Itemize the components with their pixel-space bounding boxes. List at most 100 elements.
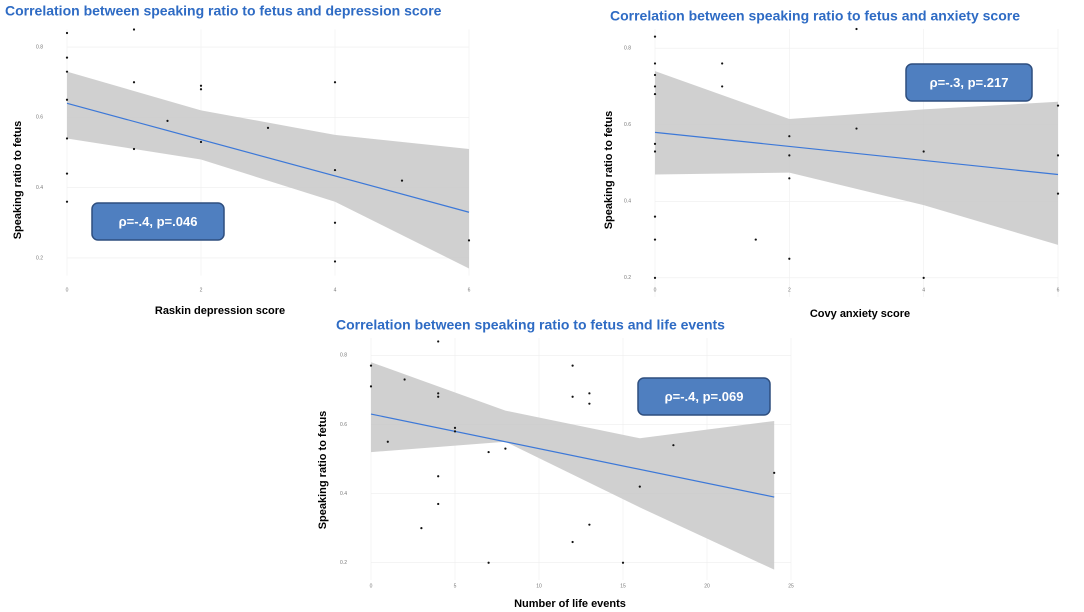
point	[653, 276, 657, 279]
point	[487, 561, 490, 564]
point	[437, 395, 440, 398]
point	[588, 402, 591, 405]
point	[65, 172, 69, 175]
annotation: ρ=-.4, p=.069	[665, 389, 744, 404]
y-tick-label: 0.4	[340, 491, 347, 497]
chart-title: Correlation between speaking ratio to fe…	[336, 317, 725, 333]
y-tick-label: 0.2	[340, 560, 347, 566]
x-tick-label: 2	[788, 287, 791, 293]
x-tick-label: 15	[620, 583, 626, 589]
point	[788, 135, 791, 138]
scatter-plot: 0.2 0.4 0.6 0.8 0 2 4 6 Correlation between spea…	[5, 3, 471, 317]
point	[788, 154, 791, 157]
x-axis-label: Number of life events	[514, 598, 626, 610]
point	[199, 140, 203, 144]
point	[333, 221, 337, 224]
point	[403, 378, 406, 381]
y-axis-label: Speaking ratio to fetus	[317, 411, 329, 530]
scatter-plot: 0.2 0.4 0.6 0.8 0 2 4 6 Correlation between spea…	[603, 8, 1060, 320]
confidence-band	[655, 71, 1058, 245]
point	[453, 426, 457, 429]
y-tick-label: 0.8	[624, 45, 631, 51]
point	[788, 177, 791, 180]
point	[333, 260, 337, 263]
point	[773, 471, 776, 474]
x-tick-label: 2	[200, 287, 203, 293]
point	[571, 364, 574, 367]
fit-line	[66, 102, 470, 213]
x-axis-label: Raskin depression score	[155, 305, 285, 317]
point	[653, 215, 657, 218]
x-tick-label: 6	[1057, 287, 1060, 293]
y-tick-label: 0.6	[36, 115, 43, 121]
x-tick-label: 6	[468, 287, 471, 293]
point	[199, 88, 203, 91]
point	[571, 395, 574, 398]
point	[420, 527, 423, 530]
point	[132, 81, 136, 84]
chart-title: Correlation between speaking ratio to fe…	[5, 3, 442, 19]
point	[653, 150, 657, 153]
x-tick-label: 5	[454, 583, 457, 589]
point	[672, 444, 675, 447]
point	[437, 340, 440, 343]
point	[653, 62, 657, 65]
point	[788, 257, 791, 260]
point	[504, 447, 507, 450]
annotation-box	[91, 202, 225, 241]
point	[1056, 104, 1060, 107]
point	[65, 200, 69, 203]
fit-line	[654, 131, 1059, 176]
point	[621, 561, 625, 564]
point	[369, 364, 373, 367]
y-tick-label: 0.2	[624, 275, 631, 281]
point	[437, 502, 440, 506]
point	[653, 92, 657, 96]
annotation: ρ=-.4, p=.046	[119, 214, 198, 229]
confidence-band	[371, 362, 775, 570]
x-tick-label: 20	[704, 583, 710, 589]
point	[653, 142, 657, 145]
point	[65, 56, 69, 59]
x-axis-label: Covy anxiety score	[810, 308, 910, 320]
point	[453, 430, 457, 433]
y-axis-label: Speaking ratio to fetus	[12, 121, 24, 240]
point	[132, 147, 136, 151]
point	[266, 126, 270, 129]
point	[571, 540, 574, 544]
point	[653, 238, 657, 241]
point	[855, 27, 858, 31]
point	[386, 440, 389, 443]
point	[166, 119, 169, 122]
point	[1056, 154, 1060, 157]
x-tick-label: 0	[370, 583, 373, 589]
point	[638, 485, 641, 488]
point	[487, 450, 490, 454]
point	[588, 392, 591, 395]
point	[855, 127, 858, 130]
point	[1056, 192, 1060, 195]
point	[132, 28, 136, 31]
point	[588, 523, 591, 526]
x-tick-label: 0	[66, 287, 69, 293]
point	[467, 239, 471, 242]
point	[369, 385, 373, 388]
point	[65, 31, 69, 35]
point	[922, 150, 925, 153]
chart-title: Correlation between speaking ratio to fe…	[610, 8, 1020, 24]
x-tick-label: 4	[922, 287, 925, 293]
point	[653, 85, 657, 88]
annotation-box	[637, 377, 771, 416]
point	[333, 81, 337, 84]
y-tick-label: 0.8	[340, 353, 347, 359]
point	[65, 98, 69, 101]
point	[922, 276, 925, 279]
x-tick-label: 0	[654, 287, 657, 293]
point	[721, 85, 724, 88]
y-tick-label: 0.4	[36, 185, 43, 191]
y-tick-label: 0.6	[340, 422, 347, 428]
scatter-plot: 0.2 0.4 0.6 0.8 0 5 10 15 20 25 Correlation betwee…	[317, 317, 794, 610]
point	[65, 137, 69, 140]
x-tick-label: 4	[334, 287, 337, 293]
